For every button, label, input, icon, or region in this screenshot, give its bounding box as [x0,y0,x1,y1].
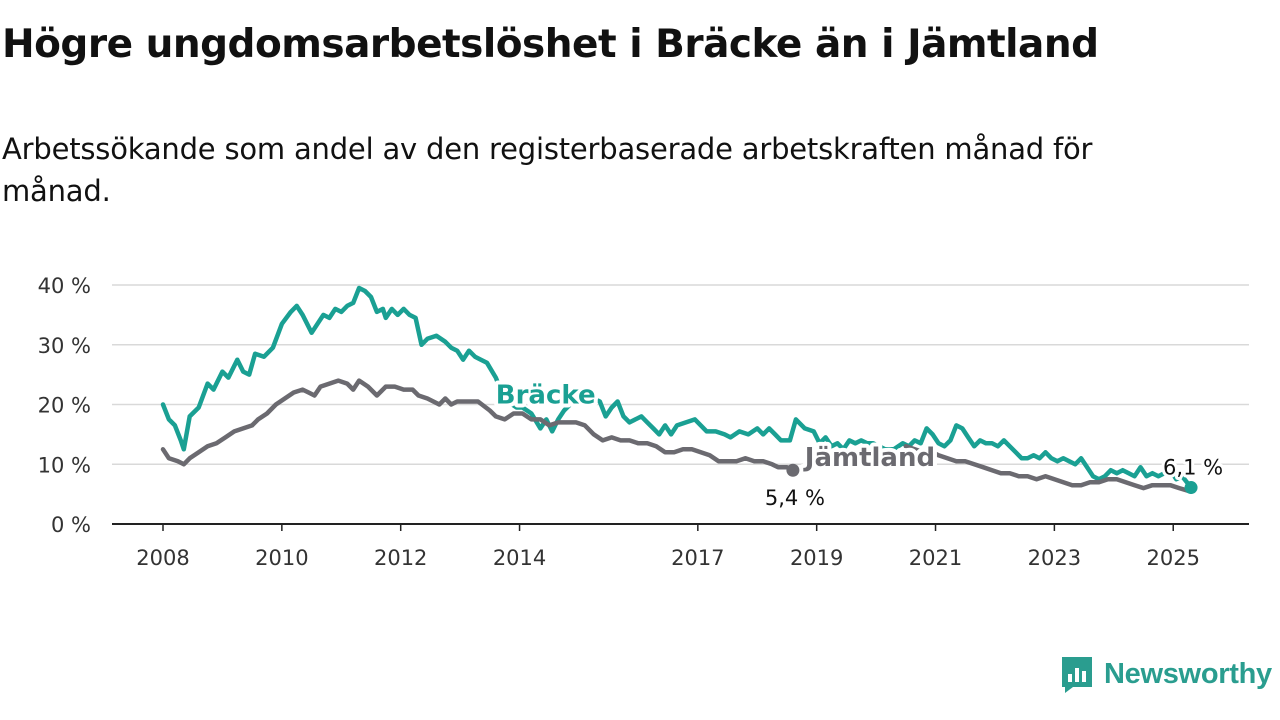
x-tick-label: 2010 [255,546,308,570]
y-tick-label: 0 % [51,513,91,537]
brand-name: Newsworthy [1104,657,1272,690]
x-axis: 2008 2010 2012 2014 2017 2019 2021 2023 2025 [112,523,1249,570]
chart-bubble-icon [1062,657,1092,693]
series-line-br-cke [160,285,1194,490]
x-tick-label: 2012 [374,546,427,570]
x-tick-label: 2025 [1147,546,1200,570]
chart-subtitle: Arbetssökande som andel av den registerb… [2,132,1093,208]
series-lines [160,285,1194,494]
y-tick-label: 20 % [38,394,91,418]
line-label: Jämtland [803,443,935,473]
end-value-label: 6,1 % [1163,456,1223,480]
series-line-j-mtland [903,444,1194,494]
x-tick-label: 2017 [671,546,724,570]
x-tick-label: 2019 [790,546,843,570]
y-tick-label: 10 % [38,453,91,477]
y-tick-label: 30 % [38,334,91,358]
chart-title: Högre ungdomsarbetslöshet i Bräcke än i … [2,22,1099,67]
y-tick-label: 40 % [38,274,91,298]
x-tick-label: 2021 [909,546,962,570]
end-value-label: 5,4 % [765,486,825,510]
line-label: Bräcke [496,380,596,410]
newsworthy-brand: Newsworthy [1059,654,1272,694]
series-labels: Bräcke Jämtland 6,1 % 5,4 % [492,376,1226,513]
y-axis-ticks: 0 % 10 % 20 % 30 % 40 % [38,274,91,537]
end-point-dot [786,463,800,477]
series-line-j-mtland [160,378,796,473]
x-tick-label: 2023 [1028,546,1081,570]
x-tick-label: 2014 [493,546,546,570]
gridlines [112,284,1249,465]
x-tick-label: 2008 [136,546,189,570]
end-point-dot [1184,481,1198,495]
